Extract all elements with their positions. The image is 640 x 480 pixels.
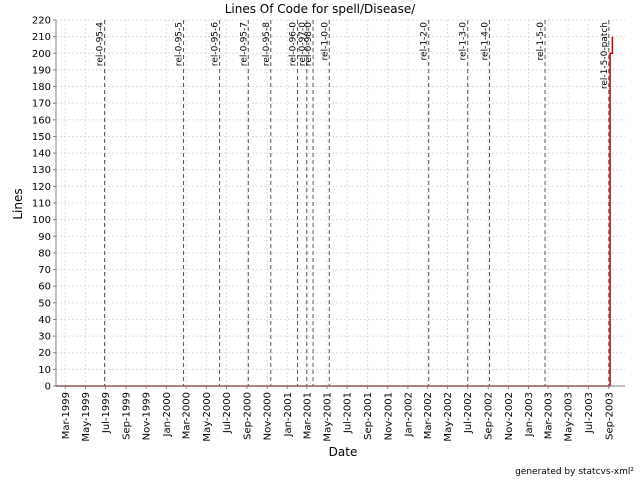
x-tick-label: Mar-2001: [302, 392, 313, 439]
y-tick-label: 200: [32, 49, 51, 60]
release-tag-label: rel-1-2-0: [420, 22, 430, 61]
x-tick-label: Sep-2002: [484, 392, 495, 440]
y-axis-ticks: 0 10 20 30 40 50 60 70 80 90 100 110 120 130 140 150 160…: [32, 16, 56, 393]
release-tag-label: rel-0-96-0: [289, 22, 299, 66]
x-tick-label: May-2000: [202, 392, 213, 442]
y-tick-label: 180: [32, 82, 51, 93]
release-tag-label: rel-0-95-7: [239, 22, 249, 66]
release-tag-label: rel-0-95-8: [262, 22, 272, 66]
x-tick-label: Jul-2003: [584, 392, 595, 434]
plot-area: rel-0-95-4 rel-0-95-5 rel-0-95-6 rel-0-95-7…: [55, 19, 625, 387]
y-tick-label: 140: [32, 149, 51, 160]
release-tag-label: rel-1-4-0: [481, 22, 491, 61]
x-tick-label: May-1999: [81, 392, 92, 442]
x-tick-label: Jan-2001: [283, 392, 294, 437]
y-tick-label: 30: [38, 332, 51, 343]
release-tag-label: rel-0-95-5: [175, 22, 185, 66]
release-tag-label: rel-1-5-0: [536, 22, 546, 61]
x-tick-label: Nov-2001: [383, 392, 394, 440]
y-tick-label: 220: [32, 16, 51, 27]
release-tag-label: rel-0-98-0: [304, 22, 314, 66]
release-tags: rel-0-95-4 rel-0-95-5 rel-0-95-6 rel-0-95-7…: [96, 20, 610, 386]
x-tick-label: May-2001: [322, 392, 333, 442]
y-tick-label: 170: [32, 99, 51, 110]
x-axis-ticks: Mar-1999 May-1999 Jul-1999 Sep-1999 Nov-1999…: [61, 386, 615, 442]
x-tick-label: May-2003: [564, 392, 575, 442]
y-tick-label: 130: [32, 165, 51, 176]
y-tick-label: 20: [38, 348, 51, 359]
release-tag-label: rel-0-95-6: [211, 22, 221, 66]
y-tick-label: 40: [38, 315, 51, 326]
y-tick-label: 100: [32, 215, 51, 226]
x-tick-label: Nov-2002: [504, 392, 515, 440]
x-tick-label: Mar-2002: [423, 392, 434, 439]
release-tag-label: rel-0-95-4: [96, 22, 106, 66]
y-tick-label: 150: [32, 132, 51, 143]
release-tag-label: rel-1-0-0: [320, 22, 330, 61]
x-tick-label: Jan-2000: [162, 392, 173, 437]
y-tick-label: 70: [38, 265, 51, 276]
x-tick-label: Nov-1999: [142, 392, 153, 440]
x-tick-label: May-2002: [443, 392, 454, 442]
x-tick-label: Jul-2001: [343, 392, 354, 434]
y-tick-label: 210: [32, 32, 51, 43]
release-tag-label: rel-1-3-0: [459, 22, 469, 61]
x-tick-label: Jul-2000: [222, 392, 233, 434]
y-tick-label: 80: [38, 248, 51, 259]
x-tick-label: Sep-2000: [242, 392, 253, 440]
release-tag-label: rel-1-5-0-patch: [600, 22, 610, 89]
y-tick-label: 0: [45, 382, 51, 393]
y-tick-label: 120: [32, 182, 51, 193]
x-tick-label: Jul-2002: [463, 392, 474, 434]
x-axis-label: Date: [329, 445, 358, 459]
grid-lines: [56, 19, 625, 387]
release-tag-label: rel-0-97-0: [298, 22, 308, 66]
x-tick-label: Jan-2003: [524, 392, 535, 437]
chart-title: Lines Of Code for spell/Disease/: [225, 2, 417, 16]
y-tick-label: 50: [38, 298, 51, 309]
x-tick-label: Jan-2002: [403, 392, 414, 437]
x-tick-label: Jul-1999: [101, 392, 112, 434]
x-tick-label: Sep-2003: [604, 392, 615, 440]
generated-by-credit: generated by statcvs-xml²: [515, 467, 634, 477]
y-tick-label: 190: [32, 65, 51, 76]
y-axis-label: Lines: [11, 188, 25, 219]
y-tick-label: 10: [38, 365, 51, 376]
y-tick-label: 160: [32, 115, 51, 126]
x-tick-label: Mar-2003: [544, 392, 555, 439]
x-tick-label: Mar-2000: [182, 392, 193, 439]
x-tick-label: Nov-2000: [263, 392, 274, 440]
y-tick-label: 110: [32, 199, 51, 210]
x-tick-label: Sep-1999: [122, 392, 133, 440]
y-tick-label: 90: [38, 232, 51, 243]
y-tick-label: 60: [38, 282, 51, 293]
x-tick-label: Mar-1999: [61, 392, 72, 439]
x-tick-label: Sep-2001: [363, 392, 374, 440]
